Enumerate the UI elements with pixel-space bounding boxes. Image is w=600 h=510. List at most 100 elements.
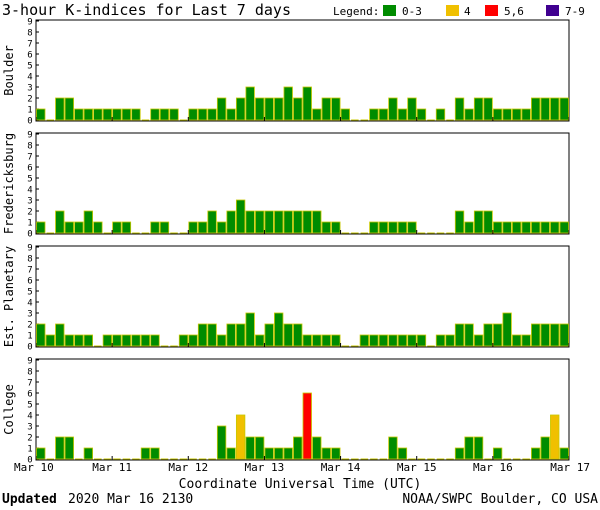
k-bar (55, 210, 65, 234)
k-bar (340, 108, 350, 121)
k-bar (293, 323, 303, 347)
x-tick-label: Mar 14 (321, 461, 361, 474)
legend-swatch-4 (446, 5, 459, 16)
k-bar (55, 436, 65, 460)
legend-entry-5-6: 5,6 (504, 5, 524, 18)
k-bar (531, 323, 541, 347)
k-bar (283, 447, 293, 460)
k-bar (235, 199, 246, 234)
footer-updated-value: 2020 Mar 16 2130 (68, 492, 193, 507)
k-bar (388, 97, 398, 121)
y-tick-label: 1 (27, 106, 32, 116)
y-tick-label: 1 (27, 445, 32, 455)
k-bar (197, 323, 208, 347)
k-bar (64, 221, 74, 234)
k-bar (264, 447, 274, 460)
k-bar (550, 221, 560, 234)
k-bar (83, 210, 94, 234)
k-bar (416, 334, 427, 347)
k-bar (255, 334, 265, 347)
y-tick-label: 9 (27, 131, 32, 141)
x-tick-label: Mar 13 (245, 461, 285, 474)
y-tick-label: 6 (27, 164, 32, 174)
x-tick-label: Mar 12 (168, 461, 208, 474)
k-bar (454, 447, 465, 460)
k-bar (207, 323, 217, 347)
k-bar (36, 221, 46, 234)
k-bar (226, 210, 236, 234)
y-tick-label: 4 (27, 73, 32, 83)
k-bar (550, 97, 560, 121)
k-bar (150, 334, 160, 347)
k-bar (464, 323, 474, 347)
k-bar (312, 334, 322, 347)
y-tick-label: 1 (27, 219, 32, 229)
chart-title: 3-hour K-indices for Last 7 days (2, 1, 291, 19)
k-bar (274, 447, 284, 460)
k-bar (321, 97, 331, 121)
y-tick-label: 7 (27, 40, 32, 50)
k-bar (473, 97, 484, 121)
k-bar (159, 108, 170, 121)
k-bar (454, 97, 465, 121)
legend-swatch-7-9 (546, 5, 559, 16)
y-tick-label: 8 (27, 29, 32, 39)
k-bar (331, 334, 341, 347)
y-tick-label: 6 (27, 51, 32, 61)
k-bar (378, 334, 389, 347)
x-tick-label: Mar 16 (473, 461, 513, 474)
k-bar (131, 108, 141, 121)
k-bar (93, 221, 103, 234)
k-bar (112, 334, 122, 347)
y-tick-label: 8 (27, 368, 32, 378)
y-tick-label: 7 (27, 266, 32, 276)
k-bar (302, 86, 312, 121)
k-bar (312, 108, 322, 121)
k-bar (483, 323, 493, 347)
panel-name: Boulder (2, 45, 16, 96)
k-bar (245, 436, 255, 460)
k-bar (511, 221, 522, 234)
k-bar (293, 210, 303, 234)
k-bar (416, 108, 427, 121)
k-bar (331, 221, 341, 234)
y-tick-label: 3 (27, 423, 32, 433)
y-tick-label: 3 (27, 197, 32, 207)
k-bar (207, 210, 217, 234)
k-bar (150, 108, 160, 121)
k-bar (531, 97, 541, 121)
y-tick-label: 8 (27, 255, 32, 265)
x-tick-label: Mar 15 (397, 461, 437, 474)
y-tick-label: 4 (27, 299, 32, 309)
k-bar (235, 414, 246, 460)
k-bar (492, 447, 503, 460)
y-tick-label: 2 (27, 95, 32, 105)
y-tick-label: 6 (27, 390, 32, 400)
k-bar (55, 97, 65, 121)
k-bar (407, 334, 417, 347)
k-bar (331, 447, 341, 460)
k-bar (274, 312, 284, 347)
panel-frame (35, 132, 570, 235)
k-bar (121, 108, 132, 121)
y-tick-label: 0 (27, 230, 32, 240)
k-bar (93, 108, 103, 121)
k-bar (559, 323, 569, 347)
y-tick-label: 0 (27, 343, 32, 353)
k-bar (464, 108, 474, 121)
k-bar (64, 334, 74, 347)
k-bar (45, 334, 55, 347)
panel-name: College (2, 384, 16, 435)
y-tick-label: 9 (27, 18, 32, 28)
k-bar (378, 108, 389, 121)
k-bar (245, 312, 255, 347)
k-bar (55, 323, 65, 347)
k-bar (540, 97, 550, 121)
k-bar (264, 210, 274, 234)
k-bar (492, 221, 503, 234)
k-bar (83, 334, 94, 347)
y-tick-label: 5 (27, 288, 32, 298)
